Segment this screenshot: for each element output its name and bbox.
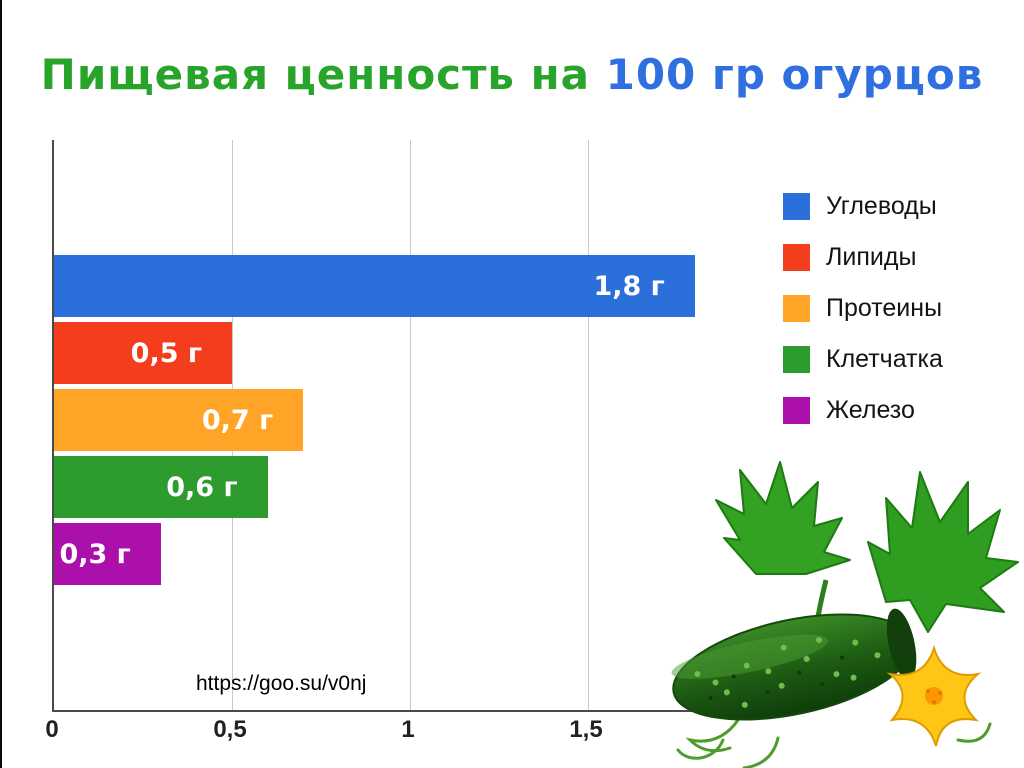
gridline (588, 140, 589, 710)
legend-label: Клетчатка (826, 345, 943, 373)
legend-item-3: Клетчатка (783, 345, 943, 374)
x-tick-label: 0 (45, 716, 59, 743)
bar-value-label: 0,5 г (130, 337, 202, 369)
bar-value-label: 1,8 г (593, 270, 665, 302)
legend-swatch-icon (783, 346, 810, 373)
tendril-icon (676, 718, 780, 768)
legend-swatch-icon (783, 244, 810, 271)
bar-3: 0,6 г (54, 456, 268, 518)
plot-area: 1,8 г 0,5 г 0,7 г 0,6 г 0,3 г (52, 140, 766, 712)
bar-value-label: 0,3 г (59, 538, 131, 570)
bar-value-label: 0,6 г (166, 471, 238, 503)
legend-swatch-icon (783, 193, 810, 220)
legend-label: Протеины (826, 294, 943, 322)
legend-swatch-icon (783, 295, 810, 322)
x-tick-label: 0,5 (213, 716, 247, 743)
leaf-icon (867, 471, 1019, 633)
bar-value-label: 0,7 г (201, 404, 274, 436)
chart-title-blue-part: 100 гр огурцов (605, 50, 984, 100)
legend-item-0: Углеводы (783, 192, 943, 221)
legend-label: Липиды (826, 243, 917, 271)
cucumber-illustration (671, 461, 1019, 768)
bar-4: 0,3 г (54, 523, 161, 585)
chart-title-green-part: Пищевая ценность на (40, 50, 590, 100)
slide-left-border (0, 0, 2, 768)
gridline (410, 140, 411, 710)
legend-label: Железо (826, 396, 915, 424)
bar-2: 0,7 г (54, 389, 304, 451)
x-tick-label: 1,5 (569, 716, 603, 743)
x-tick-label: 1 (401, 716, 415, 743)
cucumber-body (671, 608, 917, 721)
legend-item-4: Железо (783, 396, 943, 425)
bar-0: 1,8 г (54, 255, 695, 317)
legend-item-1: Липиды (783, 243, 943, 272)
legend-item-2: Протеины (783, 294, 943, 323)
legend-swatch-icon (783, 397, 810, 424)
bar-1: 0,5 г (54, 322, 232, 384)
legend: Углеводы Липиды Протеины Клетчатка Железо (783, 192, 943, 425)
chart-title: Пищевая ценность на 100 гр огурцов (0, 50, 1024, 99)
source-link[interactable]: https://goo.su/v0nj (196, 672, 367, 695)
legend-label: Углеводы (826, 192, 937, 220)
x-axis-tick-labels: 0 0,5 1 1,5 (45, 716, 764, 750)
leaf-icon (715, 461, 851, 575)
